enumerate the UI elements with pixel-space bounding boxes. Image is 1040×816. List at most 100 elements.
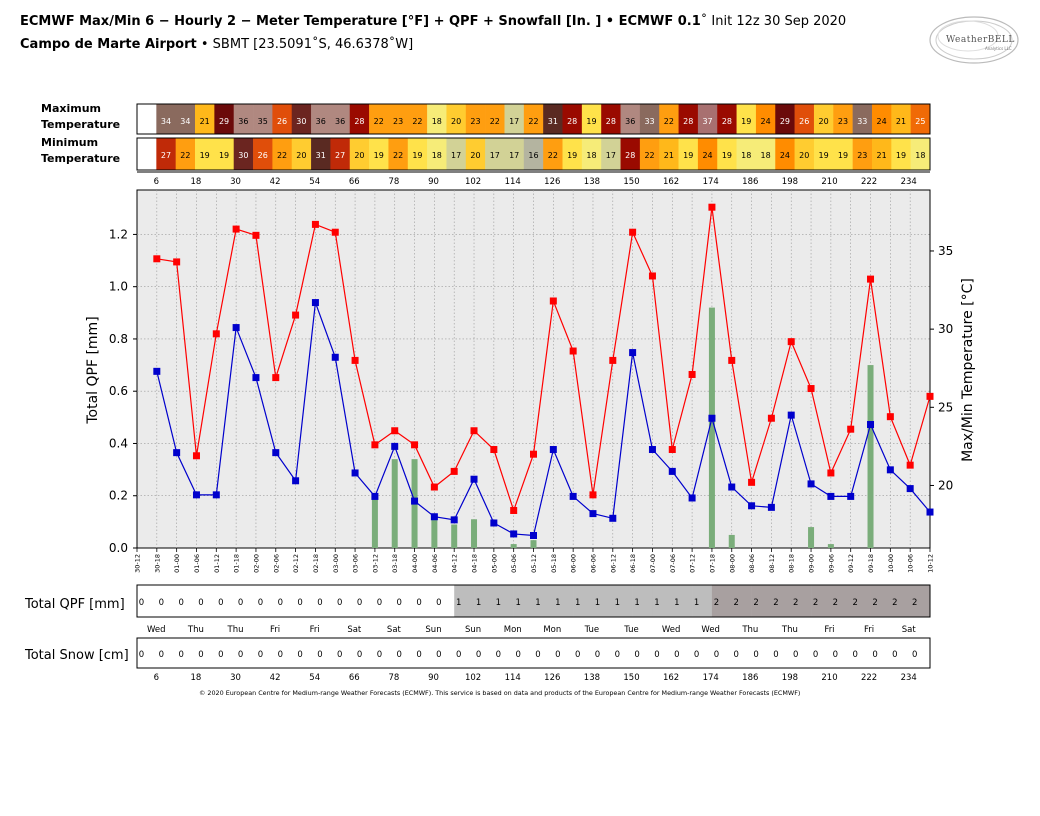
qpf-value: 0 — [397, 598, 402, 608]
min-temp-point — [173, 449, 181, 457]
x-tick-label: 09-18 — [867, 554, 875, 573]
x-tick-label: 04-12 — [451, 554, 459, 573]
qpf-cell — [850, 585, 871, 617]
min-temp-value: 18 — [432, 151, 442, 160]
max-temp-cell — [562, 104, 583, 134]
x-tick-label: 03-00 — [332, 554, 340, 573]
top-hour-tick: 174 — [703, 177, 719, 187]
x-tick-label: 10-12 — [927, 554, 935, 573]
max-temp-point — [926, 392, 934, 400]
left-axis-ticks: 0.0 0.2 0.4 0.6 0.8 1.0 1.2 — [109, 227, 137, 555]
max-temp-cell — [833, 104, 853, 134]
x-tick-label: 10-06 — [907, 554, 915, 573]
min-temp-value: 22 — [548, 151, 558, 160]
max-temp-value: 17 — [509, 117, 519, 126]
min-temp-cell — [137, 138, 157, 170]
bottom-hour-tick: 162 — [663, 673, 679, 683]
max-temp-point — [648, 272, 656, 280]
qpf-value: 2 — [813, 598, 818, 608]
min-temp-point — [787, 411, 795, 419]
snow-value: 0 — [773, 650, 778, 660]
snow-value: 0 — [178, 650, 183, 660]
min-temp-value: 20 — [354, 151, 364, 160]
x-tick-label: 02-12 — [292, 554, 300, 573]
max-temp-value: 37 — [702, 117, 712, 126]
snow-value: 0 — [258, 650, 263, 660]
qpf-cell — [493, 585, 514, 617]
max-temp-point — [787, 338, 795, 346]
qpf-value: 1 — [476, 598, 481, 608]
max-temp-point — [430, 483, 438, 491]
max-temp-cell — [311, 104, 331, 134]
min-temp-cell — [291, 138, 312, 170]
qpf-cell — [474, 585, 495, 617]
max-temp-value: 22 — [412, 117, 422, 126]
left-tick-label: 1.2 — [109, 227, 128, 241]
max-temp-point — [411, 441, 419, 449]
min-temp-cell — [195, 138, 215, 170]
min-temp-value: 27 — [335, 151, 345, 160]
top-hour-tick: 198 — [782, 177, 798, 187]
qpf-value: 0 — [337, 598, 342, 608]
day-label: Sun — [425, 625, 441, 635]
top-hour-tick: 186 — [742, 177, 758, 187]
snow-value: 0 — [753, 650, 758, 660]
max-temp-point — [331, 228, 339, 236]
logo-text: WeatherBELL — [946, 35, 1015, 45]
snow-value: 0 — [535, 650, 540, 660]
min-temp-point — [906, 485, 914, 493]
max-temp-series — [153, 203, 934, 514]
right-axis-label: Max/Min Temperature [°C] — [960, 278, 976, 462]
qpf-cell — [731, 585, 752, 617]
chart-title-init: ˚ Init 12z 30 Sep 2020 — [700, 14, 847, 29]
max-temp-cell — [388, 104, 409, 134]
min-temp-point — [886, 466, 894, 474]
qpf-value: 0 — [416, 598, 421, 608]
x-tick-label: 07-18 — [708, 554, 716, 573]
qpf-cell — [870, 585, 891, 617]
min-temp-point — [589, 510, 597, 518]
qpf-cell — [652, 585, 673, 617]
max-temp-value: 28 — [354, 117, 364, 126]
qpf-value: 0 — [377, 598, 382, 608]
qpf-bar — [808, 527, 815, 548]
x-tick-label: 06-18 — [629, 554, 637, 573]
qpf-value: 1 — [694, 598, 699, 608]
min-temp-cell — [813, 138, 834, 170]
x-tick-label: 30-18 — [153, 554, 161, 573]
x-tick-label: 06-00 — [570, 554, 578, 573]
qpf-cell — [355, 585, 376, 617]
min-temp-point — [926, 508, 934, 516]
bottom-hour-tick: 126 — [544, 673, 560, 683]
qpf-cell — [315, 585, 336, 617]
top-hour-tick: 90 — [428, 177, 439, 187]
min-temp-value: 19 — [896, 151, 906, 160]
snow-value: 0 — [654, 650, 659, 660]
min-temp-value: 22 — [180, 151, 190, 160]
bottom-hour-tick: 186 — [742, 673, 758, 683]
snow-value: 0 — [634, 650, 639, 660]
min-temp-cell — [717, 138, 737, 170]
snow-value: 0 — [317, 650, 322, 660]
min-temp-cell — [214, 138, 235, 170]
bottom-hour-tick: 138 — [584, 673, 600, 683]
qpf-cell — [156, 585, 177, 617]
min-temp-cell — [485, 138, 505, 170]
min-temp-cell — [446, 138, 467, 170]
max-temp-cell — [446, 104, 467, 134]
max-temp-value: 28 — [567, 117, 577, 126]
top-hour-tick: 42 — [270, 177, 281, 187]
max-temp-cell — [137, 104, 157, 134]
snow-value: 0 — [833, 650, 838, 660]
qpf-cell — [910, 585, 931, 617]
qpf-cell — [374, 585, 396, 617]
max-temp-cell — [427, 104, 447, 134]
min-temp-cell — [852, 138, 873, 170]
min-temp-point — [252, 374, 260, 382]
qpf-value: 2 — [852, 598, 857, 608]
qpf-value: 0 — [297, 598, 302, 608]
max-temp-point — [569, 347, 577, 355]
max-temp-value: 23 — [838, 117, 848, 126]
x-tick-label: 02-06 — [272, 554, 280, 573]
min-temp-point — [867, 420, 875, 428]
